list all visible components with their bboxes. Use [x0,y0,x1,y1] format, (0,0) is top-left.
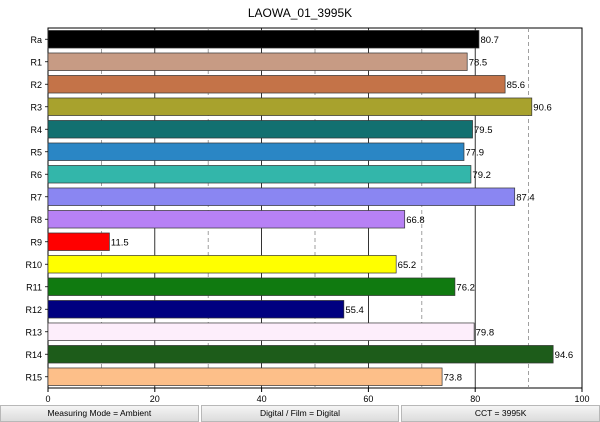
bar-r5 [47,142,465,161]
bar-r15 [47,367,443,386]
y-tick-label: R1 [30,57,42,67]
y-tick-label: Ra [30,35,42,45]
y-tick-label: R13 [25,327,42,337]
y-tick-label: R14 [25,350,42,360]
film-mode-status: Digital / Film = Digital [200,405,400,422]
x-tick-label: 80 [470,394,480,404]
data-label: 65.2 [398,260,417,271]
bar-r1 [47,52,468,71]
data-label: 79.8 [476,327,495,338]
y-tick-label: R15 [25,372,42,382]
bar-r3 [47,97,533,116]
status-bar: Measuring Mode = Ambient Digital / Film … [0,405,600,422]
data-label: 94.6 [555,350,574,361]
bar-r12 [47,300,345,319]
data-label: 85.6 [507,80,526,91]
bar-r6 [47,165,472,184]
cct-status: CCT = 3995K [401,405,600,422]
bar-r13 [47,322,475,341]
data-label: 90.6 [533,102,552,113]
y-tick-label: R6 [30,170,42,180]
bar-r10 [47,255,397,274]
data-label: 80.7 [480,35,499,46]
x-tick-label: 20 [150,394,160,404]
bar-r2 [47,75,506,94]
y-tick-label: R3 [30,102,42,112]
bar-ra [47,30,480,49]
y-tick-label: R12 [25,305,42,315]
x-tick-label: 40 [257,394,267,404]
data-label: 78.5 [469,57,488,68]
data-label: 79.5 [474,125,493,136]
data-label: 76.2 [456,282,475,293]
data-label: 77.9 [465,147,484,158]
bar-r9 [47,232,110,251]
bar-r11 [47,277,456,296]
x-tick-label: 60 [363,394,373,404]
y-tick-label: R7 [30,192,42,202]
bar-r7 [47,187,516,206]
data-label: 55.4 [345,305,364,316]
y-tick-label: R5 [30,147,42,157]
data-label: 79.2 [472,170,491,181]
y-tick-label: R4 [30,125,42,135]
data-label: 11.5 [111,237,129,248]
bar-r14 [47,345,554,364]
y-tick-label: R8 [30,215,42,225]
y-tick-label: R2 [30,80,42,90]
chart-title: LAOWA_01_3995K [247,6,353,20]
data-label: 66.8 [406,215,425,226]
y-tick-label: R11 [26,282,42,292]
bar-r8 [47,210,406,229]
cri-bar-chart: 0 20 40 60 80 100 80.7 Ra 78.5 R1 85.6 R2 90.6 R3 79.5… [25,27,590,404]
y-tick-label: R9 [30,237,42,247]
bar-r4 [47,120,473,139]
data-label: 87.4 [516,192,535,203]
x-tick-label: 0 [45,394,50,404]
x-tick-label: 100 [574,394,589,404]
data-label: 73.8 [444,372,463,383]
y-tick-label: R10 [25,260,42,270]
measuring-mode-status: Measuring Mode = Ambient [0,405,199,422]
